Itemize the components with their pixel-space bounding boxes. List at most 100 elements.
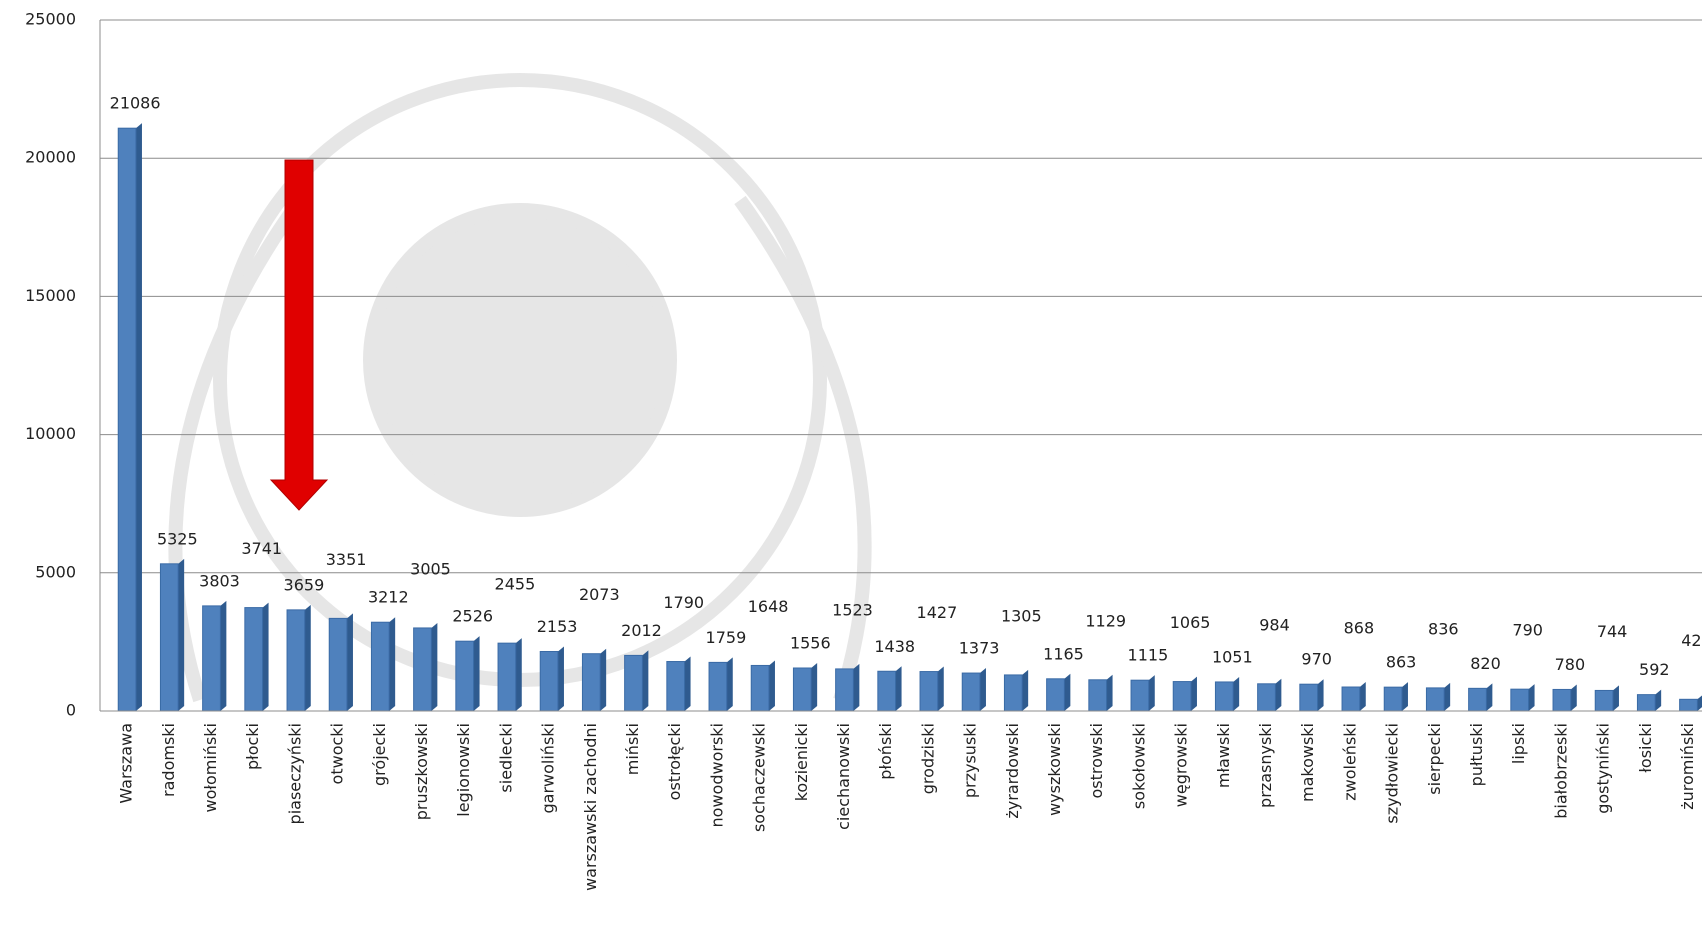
x-tick-label: przasnyski [1256, 723, 1275, 808]
bar [667, 662, 685, 711]
x-tick-label: ciechanowski [834, 723, 853, 830]
bar [1637, 695, 1655, 711]
value-label: 820 [1470, 654, 1501, 673]
bar [329, 618, 347, 711]
bar [1680, 699, 1698, 711]
bar-side [1022, 670, 1028, 711]
bar [751, 665, 769, 711]
bar-side [980, 668, 986, 711]
value-label: 1759 [706, 628, 747, 647]
value-label: 1305 [1001, 606, 1042, 625]
bar-side [1064, 674, 1070, 711]
value-label: 1790 [663, 593, 704, 612]
bar [1258, 684, 1276, 711]
bar [582, 654, 600, 711]
y-tick-label: 10000 [25, 424, 76, 443]
bar-side [1233, 677, 1239, 711]
bar [1004, 675, 1022, 711]
bar [287, 610, 305, 711]
bar-side [1275, 679, 1281, 711]
bar-side [558, 646, 564, 711]
x-tick-label: płocki [243, 723, 262, 770]
bar-side [853, 664, 859, 711]
bar [1595, 690, 1613, 711]
value-label: 1065 [1170, 613, 1211, 632]
x-tick-label: łosicki [1636, 723, 1655, 773]
value-label: 1115 [1128, 646, 1169, 665]
x-tick-label: sochaczewski [750, 723, 769, 832]
x-tick-label: żyrardowski [1003, 723, 1022, 819]
x-tick-label: makowski [1298, 723, 1317, 802]
bar-side [1444, 683, 1450, 711]
value-label: 2073 [579, 585, 620, 604]
bar [962, 673, 980, 711]
y-tick-label: 15000 [25, 286, 76, 305]
bar-side [642, 650, 648, 711]
y-tick-label: 0 [66, 701, 76, 720]
x-tick-label: przysuski [961, 723, 980, 798]
value-label: 836 [1428, 619, 1459, 638]
value-label: 3212 [368, 588, 409, 607]
bar [1469, 688, 1487, 711]
value-label: 790 [1512, 621, 1543, 640]
x-tick-label: ostrowski [1087, 723, 1106, 799]
value-label: 3005 [410, 559, 451, 578]
bar [1384, 687, 1402, 711]
bar [245, 608, 263, 711]
bar-side [136, 123, 142, 711]
bar-side [769, 660, 775, 711]
x-tick-label: grodziski [918, 723, 937, 794]
bar-side [305, 605, 311, 711]
bar [414, 628, 432, 711]
bar-side [220, 601, 226, 711]
value-label: 2455 [495, 575, 536, 594]
bar [1173, 682, 1191, 711]
bar [371, 622, 389, 711]
x-tick-label: węgrowski [1172, 723, 1191, 807]
x-tick-label: otwocki [328, 723, 347, 784]
value-label: 2526 [452, 607, 493, 626]
bar-side [600, 649, 606, 711]
bar [498, 643, 516, 711]
bar [1511, 689, 1529, 711]
x-tick-label: piaseczyński [285, 723, 304, 824]
value-label: 5325 [157, 529, 198, 548]
bar-side [1318, 679, 1324, 711]
value-label: 1556 [790, 633, 831, 652]
chart: 0500010000150002000025000Warszawa21086ra… [0, 0, 1702, 935]
bar [625, 655, 643, 711]
bar-side [1107, 675, 1113, 711]
x-tick-label: wołomiński [201, 723, 220, 812]
x-tick-label: warszawski zachodni [581, 723, 600, 891]
bar-side [1149, 675, 1155, 711]
bar [1342, 687, 1360, 711]
bar-side [1697, 694, 1702, 711]
bar [1300, 684, 1318, 711]
x-tick-label: ostrołęcki [665, 723, 684, 800]
value-label: 592 [1639, 660, 1670, 679]
value-label: 780 [1555, 655, 1586, 674]
y-tick-label: 5000 [35, 562, 76, 581]
bar-side [263, 603, 269, 711]
x-tick-label: lipski [1509, 723, 1528, 764]
value-label: 1165 [1043, 644, 1084, 663]
bar [709, 662, 727, 711]
x-tick-label: siedlecki [496, 723, 515, 793]
value-label: 2153 [537, 617, 578, 636]
value-label: 984 [1259, 615, 1290, 634]
y-tick-label: 20000 [25, 148, 76, 167]
bar-side [1655, 690, 1661, 711]
bar-side [1486, 683, 1492, 711]
x-tick-label: sokołowski [1129, 723, 1148, 809]
bar [160, 564, 178, 711]
x-tick-label: Warszawa [117, 723, 136, 804]
bar-side [431, 623, 437, 711]
x-tick-label: mławski [1214, 723, 1233, 788]
bar-side [516, 638, 522, 711]
value-label: 1129 [1085, 611, 1126, 630]
bar-side [896, 666, 902, 711]
x-tick-label: nowodworski [707, 723, 726, 827]
x-tick-label: legionowski [454, 723, 473, 817]
bar [540, 651, 558, 711]
value-label: 744 [1597, 622, 1628, 641]
